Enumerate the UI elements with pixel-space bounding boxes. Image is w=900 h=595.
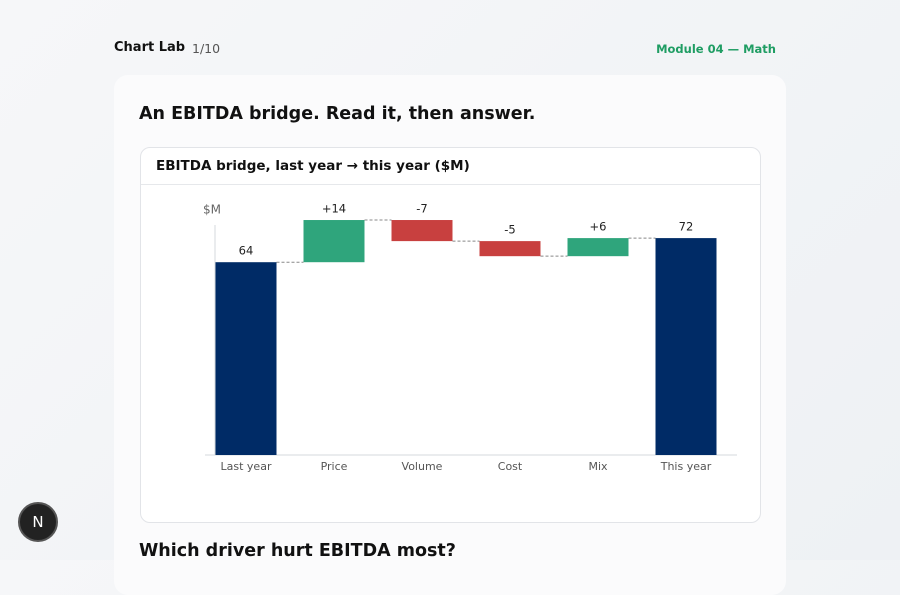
x-tick-label: Volume bbox=[402, 460, 443, 473]
value-label: 72 bbox=[679, 220, 694, 234]
bar bbox=[391, 220, 453, 242]
panel-header: EBITDA bridge, last year → this year ($M… bbox=[141, 148, 760, 185]
progress: 1/10 bbox=[192, 41, 221, 56]
bar bbox=[215, 262, 277, 455]
x-tick-label: Price bbox=[321, 460, 348, 473]
chart: $M 64 Last year +14 Price -7 Volume -5 Cost +6 Mix… bbox=[203, 202, 737, 473]
bar bbox=[303, 220, 365, 263]
x-tick-label: Mix bbox=[588, 460, 608, 473]
module-label: Module 04 — Math bbox=[656, 42, 776, 56]
badge-button[interactable]: N bbox=[18, 502, 58, 542]
x-tick-label: Cost bbox=[498, 460, 523, 473]
question: Which driver hurt EBITDA most? bbox=[139, 541, 456, 561]
value-label: -5 bbox=[504, 223, 515, 237]
bar bbox=[567, 238, 629, 257]
value-label: +14 bbox=[322, 202, 346, 216]
value-label: +6 bbox=[590, 220, 607, 234]
page: Chart Lab 1/10 Module 04 — Math An EBITD… bbox=[0, 0, 900, 561]
bar bbox=[479, 241, 541, 257]
x-tick-label: This year bbox=[660, 460, 712, 473]
y-axis-label: $M bbox=[203, 203, 221, 217]
bar bbox=[655, 238, 717, 455]
prompt: An EBITDA bridge. Read it, then answer. bbox=[139, 104, 536, 124]
value-label: -7 bbox=[416, 202, 427, 216]
x-tick-label: Last year bbox=[221, 460, 272, 473]
app-name: Chart Lab bbox=[114, 40, 186, 55]
chart-title: EBITDA bridge, last year → this year ($M… bbox=[156, 158, 470, 174]
value-label: 64 bbox=[239, 244, 254, 258]
